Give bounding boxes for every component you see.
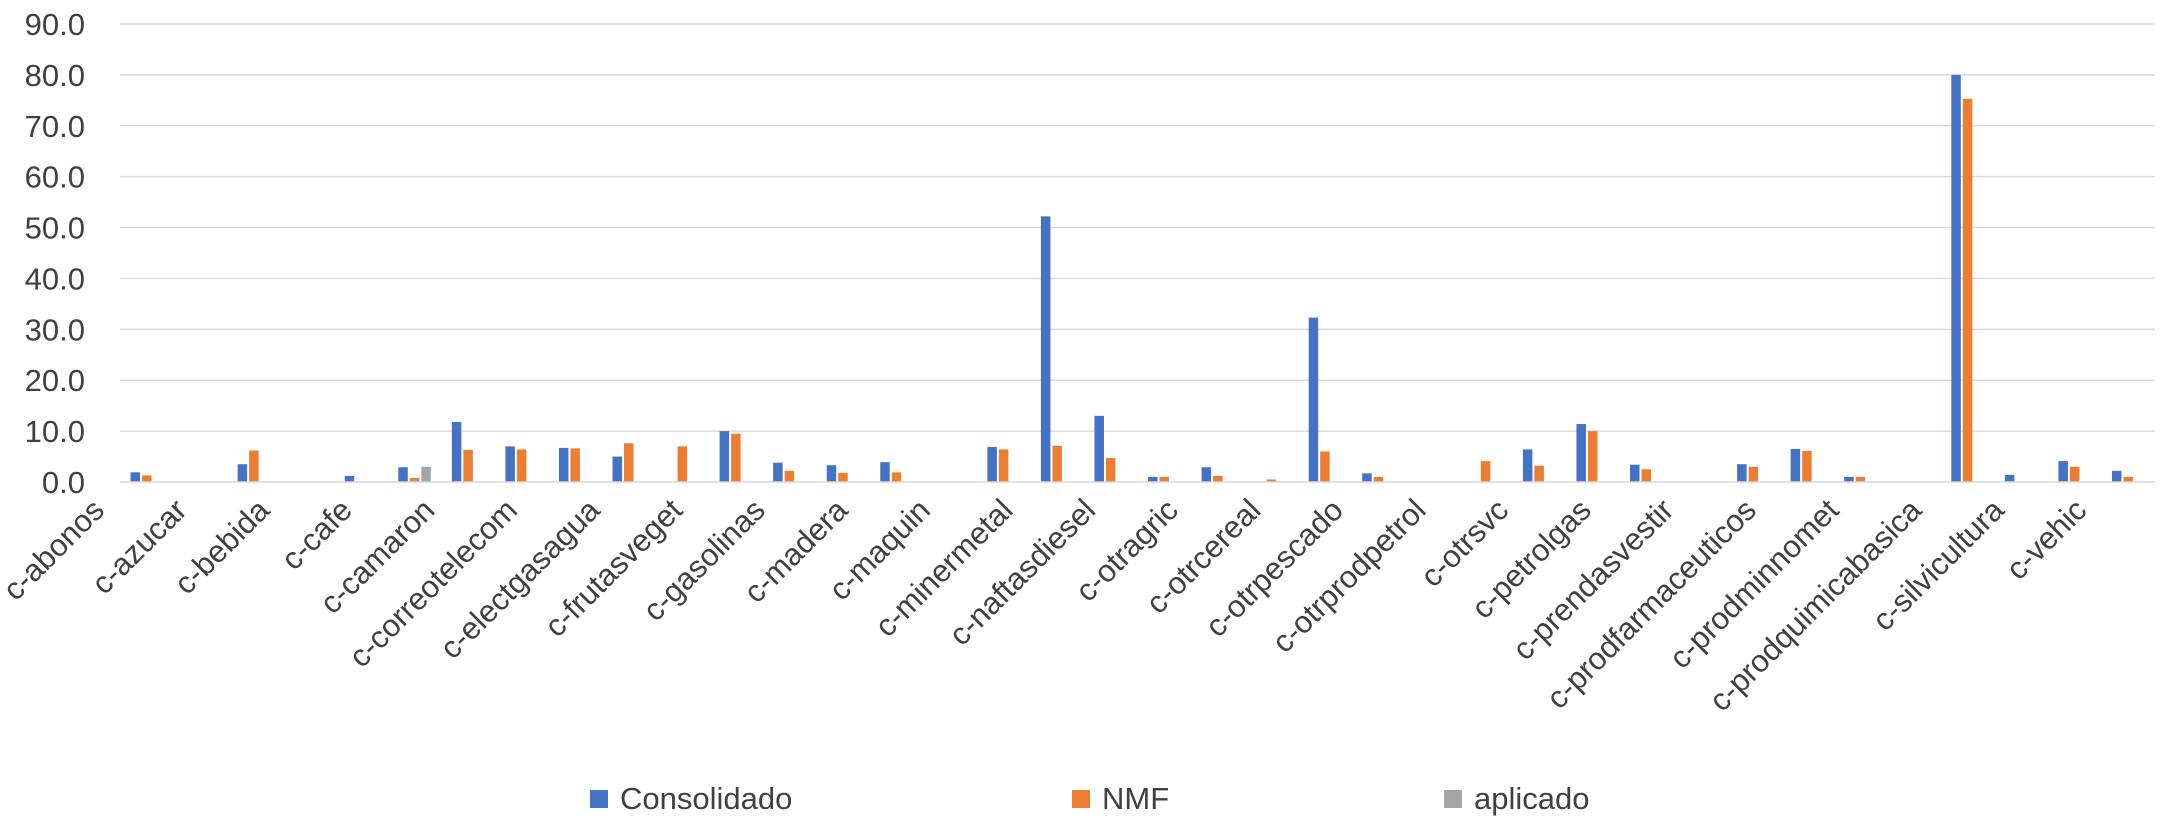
bar-consolidado xyxy=(1522,449,1533,482)
bar-consolidado xyxy=(880,462,890,482)
bar-nmf xyxy=(624,443,634,482)
y-tick-label: 80.0 xyxy=(25,58,85,93)
bar-nmf xyxy=(891,472,902,482)
bar-nmf xyxy=(1641,469,1651,482)
bar-consolidado xyxy=(451,421,462,482)
bar-consolidado xyxy=(1094,415,1104,482)
bar-nmf xyxy=(1748,466,1759,482)
bar-nmf xyxy=(249,450,259,482)
legend-label: Consolidado xyxy=(620,781,792,816)
bar-nmf xyxy=(1266,479,1277,482)
bar-consolidado xyxy=(1576,423,1586,482)
legend: Consolidado NMF aplicado xyxy=(590,781,1589,816)
bar-consolidado xyxy=(1844,476,1854,482)
bar-consolidado xyxy=(1040,216,1051,483)
bar-consolidado xyxy=(826,465,837,482)
bar-consolidado xyxy=(2004,474,2015,482)
bar-consolidado xyxy=(1362,473,1372,482)
bar-consolidado xyxy=(987,446,997,482)
bar-nmf xyxy=(142,475,152,482)
bar-nmf xyxy=(677,446,688,482)
y-tick-label: 20.0 xyxy=(25,363,85,398)
bar-nmf xyxy=(463,449,473,482)
x-axis-ticks: c-abonosc-azucarc-bebidac-cafec-camaronc… xyxy=(0,492,2093,718)
bar-consolidado xyxy=(719,431,730,482)
bar-consolidado xyxy=(1201,467,1212,482)
bar-nmf xyxy=(1587,431,1598,482)
bar-nmf xyxy=(1534,465,1544,482)
bar-consolidado xyxy=(130,472,141,482)
legend-label: aplicado xyxy=(1474,781,1589,816)
bar-consolidado xyxy=(237,464,248,482)
bar-nmf xyxy=(1373,476,1384,482)
bar-consolidado xyxy=(398,467,408,482)
legend-label: NMF xyxy=(1102,781,1169,816)
bar-consolidado xyxy=(1790,448,1801,482)
bar-nmf xyxy=(998,449,1009,482)
y-tick-label: 0.0 xyxy=(42,465,85,500)
bar-nmf xyxy=(1159,476,1170,482)
bar-nmf xyxy=(731,433,741,482)
x-tick-label: c-abonos xyxy=(0,492,111,607)
y-tick-label: 70.0 xyxy=(25,109,85,144)
bar-consolidado xyxy=(505,446,515,482)
bar-consolidado xyxy=(558,447,569,482)
bar-consolidado xyxy=(2111,470,2122,482)
bar-nmf xyxy=(2123,476,2133,482)
y-tick-label: 90.0 xyxy=(25,7,85,42)
y-tick-label: 50.0 xyxy=(25,211,85,246)
bar-consolidado xyxy=(1308,317,1319,482)
x-tick-label: c-naftasdiesel xyxy=(942,492,1102,652)
bars xyxy=(130,74,2133,483)
bar-nmf xyxy=(1962,98,1973,482)
bar-nmf xyxy=(2069,466,2080,482)
y-tick-label: 10.0 xyxy=(25,414,85,449)
bar-consolidado xyxy=(2058,461,2068,482)
bar-consolidado xyxy=(773,462,783,482)
y-tick-label: 40.0 xyxy=(25,261,85,296)
legend-swatch xyxy=(1072,790,1090,808)
bar-nmf xyxy=(409,477,420,482)
bar-nmf xyxy=(1213,475,1223,482)
bar-nmf xyxy=(1052,445,1062,482)
bar-consolidado xyxy=(612,456,622,482)
bar-nmf xyxy=(1855,476,1866,482)
bar-nmf xyxy=(1802,450,1812,482)
bar-nmf xyxy=(784,470,795,482)
x-tick-label: c-vehic xyxy=(1999,492,2093,586)
legend-swatch xyxy=(1444,790,1462,808)
bar-consolidado xyxy=(1951,74,1961,482)
legend-swatch xyxy=(590,790,608,808)
y-tick-label: 30.0 xyxy=(25,312,85,347)
bar-consolidado xyxy=(344,475,355,482)
bar-nmf xyxy=(1320,451,1330,482)
bar-aplicado xyxy=(421,466,431,482)
bar-nmf xyxy=(838,472,848,482)
bar-nmf xyxy=(516,449,527,482)
bar-nmf xyxy=(1105,458,1116,482)
bar-nmf xyxy=(570,448,580,482)
bar-consolidado xyxy=(1630,464,1640,482)
y-axis-ticks: 0.0 10.0 20.0 30.0 40.0 50.0 60.0 70.0 80.0 90.0 xyxy=(25,7,85,500)
gridlines xyxy=(120,23,2155,432)
y-tick-label: 60.0 xyxy=(25,160,85,195)
bar-nmf xyxy=(1480,461,1491,482)
bar-consolidado xyxy=(1148,476,1158,482)
bar-consolidado xyxy=(1737,464,1747,482)
